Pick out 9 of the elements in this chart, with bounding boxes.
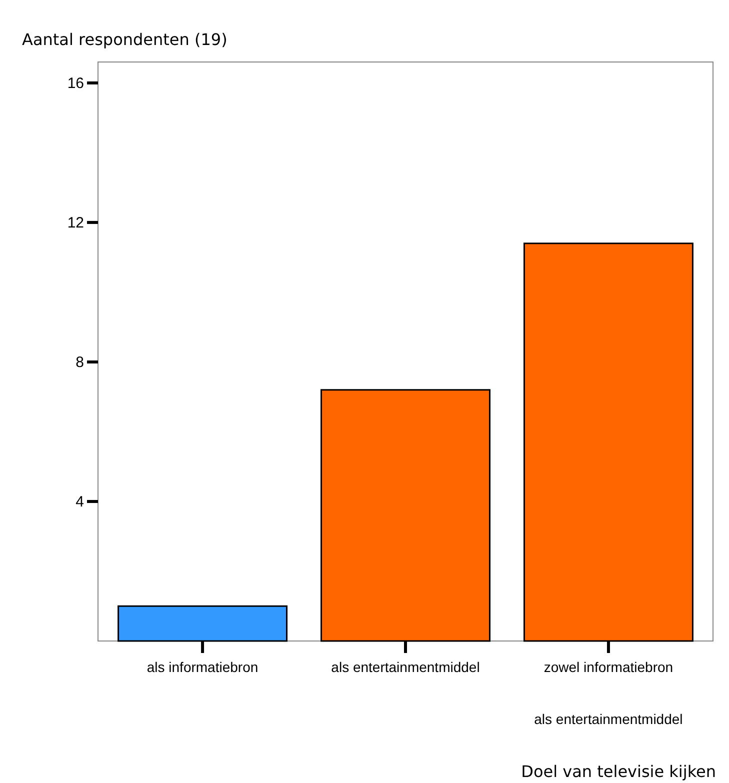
y-tick-label: 12 bbox=[67, 214, 84, 232]
text: Doel van televisie kijken bbox=[521, 762, 716, 781]
y-tick-label: 4 bbox=[76, 494, 84, 511]
y-tick-label: 8 bbox=[76, 354, 84, 372]
x-tick-label: als informatiebron bbox=[146, 659, 258, 675]
category-label: zowel informatiebron als entertainmentmiddel bbox=[534, 659, 683, 727]
chart-title: Aantal respondenten (19) bbox=[22, 30, 228, 49]
x-tick-label: als entertainmentmiddel bbox=[331, 659, 480, 675]
y-tick-label: 16 bbox=[67, 75, 84, 92]
